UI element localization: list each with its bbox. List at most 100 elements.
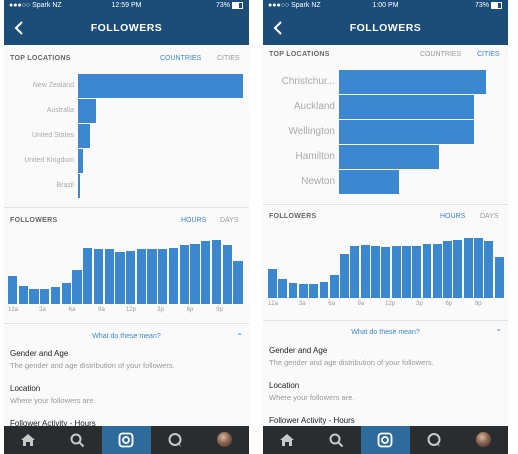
- chevron-left-icon: [14, 21, 23, 35]
- tab-home[interactable]: [4, 426, 53, 454]
- hour-bar: [18, 285, 29, 304]
- battery-indicator: 73%: [216, 0, 243, 11]
- search-icon: [70, 433, 85, 448]
- info-location-title: Location: [269, 381, 300, 390]
- activity-icon: [427, 433, 441, 447]
- hour-bar: [474, 238, 483, 298]
- tab-hours[interactable]: HOURS: [181, 217, 207, 224]
- tab-activity[interactable]: [410, 426, 459, 454]
- location-row: New Zealand: [4, 74, 249, 98]
- chevron-left-icon: [273, 21, 282, 35]
- nav-bar: FOLLOWERS: [4, 11, 249, 45]
- carrier-label: ●●●○○ Spark NZ: [268, 2, 321, 9]
- battery-percent: 73%: [474, 2, 489, 9]
- hour-bar: [126, 250, 136, 304]
- tab-camera[interactable]: [102, 426, 151, 454]
- top-locations-header: TOP LOCATIONS COUNTRIES CITIES: [263, 48, 508, 62]
- tab-hours[interactable]: HOURS: [440, 213, 466, 220]
- battery-percent: 73%: [215, 2, 230, 9]
- back-button[interactable]: [10, 17, 28, 39]
- hour-bar: [201, 241, 211, 304]
- tab-home[interactable]: [263, 426, 312, 454]
- profile-avatar: [217, 432, 232, 447]
- top-locations-header: TOP LOCATIONS COUNTRIES CITIES: [4, 52, 249, 66]
- location-bar: [339, 70, 486, 94]
- activity-icon: [168, 433, 182, 447]
- tab-search[interactable]: [53, 426, 102, 454]
- hour-bar: [494, 257, 504, 298]
- hour-tick-label: 3p: [157, 307, 164, 313]
- location-label: New Zealand: [32, 82, 74, 89]
- hour-bar: [422, 243, 432, 298]
- battery-icon: [491, 1, 502, 9]
- what-do-these-mean-link[interactable]: What do these mean? ⌃: [263, 326, 508, 340]
- hour-bar: [298, 284, 308, 298]
- tab-search[interactable]: [312, 426, 361, 454]
- location-bar: [339, 120, 475, 144]
- what-do-these-mean-label: What do these mean?: [351, 329, 420, 336]
- hour-tick-label: 12a: [267, 301, 278, 307]
- hour-bar: [136, 249, 147, 304]
- info-gender-age-subtitle: The gender and age distribution of your …: [269, 358, 434, 367]
- tab-days[interactable]: DAYS: [220, 217, 239, 224]
- location-row: United Kingdom: [4, 149, 249, 173]
- location-label: Brazil: [56, 182, 74, 189]
- hour-bar: [484, 240, 494, 298]
- info-gender-age-title: Gender and Age: [10, 349, 69, 358]
- tab-activity[interactable]: [151, 426, 200, 454]
- home-icon: [21, 434, 35, 446]
- tab-profile[interactable]: [459, 426, 508, 454]
- followers-title: FOLLOWERS: [269, 213, 317, 220]
- tab-cities[interactable]: CITIES: [477, 51, 500, 58]
- location-row: United States: [4, 124, 249, 148]
- hour-bar: [104, 249, 114, 304]
- hour-tick-label: 12p: [125, 307, 136, 313]
- tab-countries[interactable]: COUNTRIES: [160, 55, 202, 62]
- search-icon: [329, 433, 344, 448]
- tab-countries[interactable]: COUNTRIES: [420, 51, 462, 58]
- tab-days[interactable]: DAYS: [480, 213, 499, 220]
- hour-tick-label: 12p: [385, 301, 396, 307]
- location-label: Hamilton: [295, 151, 335, 162]
- page-title: FOLLOWERS: [349, 22, 422, 34]
- camera-icon: [118, 432, 134, 448]
- carrier-label: ●●●○○ Spark NZ: [9, 2, 62, 9]
- what-do-these-mean-link[interactable]: What do these mean? ⌃: [4, 330, 249, 344]
- clock: 1:00 PM: [372, 2, 399, 9]
- top-locations-title: TOP LOCATIONS: [10, 55, 71, 62]
- location-bar: [78, 99, 97, 123]
- hour-tick-label: 6p: [445, 301, 453, 307]
- info-location-title: Location: [10, 384, 41, 393]
- location-label: Newton: [301, 176, 335, 187]
- location-row: Auckland: [263, 95, 508, 119]
- hour-bar: [29, 288, 39, 304]
- divider: [263, 320, 508, 321]
- hour-tick-label: 3p: [416, 301, 423, 307]
- hour-bar: [158, 248, 168, 304]
- location-bar: [78, 174, 80, 198]
- hour-bar: [61, 283, 71, 304]
- hour-tick-label: 6p: [186, 307, 194, 313]
- location-row: Hamilton: [263, 145, 508, 169]
- status-bar: ●●●○○ Spark NZ 12:59 PM 73%: [4, 0, 249, 11]
- phone-screen-countries: ●●●○○ Spark NZ 12:59 PM 73% FOLLOWERS TO…: [4, 0, 249, 454]
- hour-tick-label: 12a: [7, 307, 18, 313]
- tab-cities[interactable]: CITIES: [217, 55, 240, 62]
- location-row: Christchur...: [263, 70, 508, 94]
- hour-bar: [350, 246, 360, 298]
- status-bar: ●●●○○ Spark NZ 1:00 PM 73%: [263, 0, 508, 11]
- back-button[interactable]: [269, 17, 287, 39]
- hour-bar: [412, 245, 422, 298]
- hour-bar: [463, 238, 473, 298]
- tab-profile[interactable]: [200, 426, 249, 454]
- hour-bar: [190, 243, 200, 304]
- location-label: Wellington: [288, 126, 335, 137]
- hour-bar: [401, 245, 411, 298]
- hour-bar: [8, 276, 18, 304]
- divider: [4, 323, 249, 324]
- chevron-up-icon[interactable]: ⌃: [495, 328, 502, 337]
- hour-bar: [115, 251, 125, 304]
- chevron-up-icon[interactable]: ⌃: [236, 332, 243, 341]
- tab-camera[interactable]: [361, 426, 410, 454]
- info-location-subtitle: Where your followers are.: [269, 393, 355, 402]
